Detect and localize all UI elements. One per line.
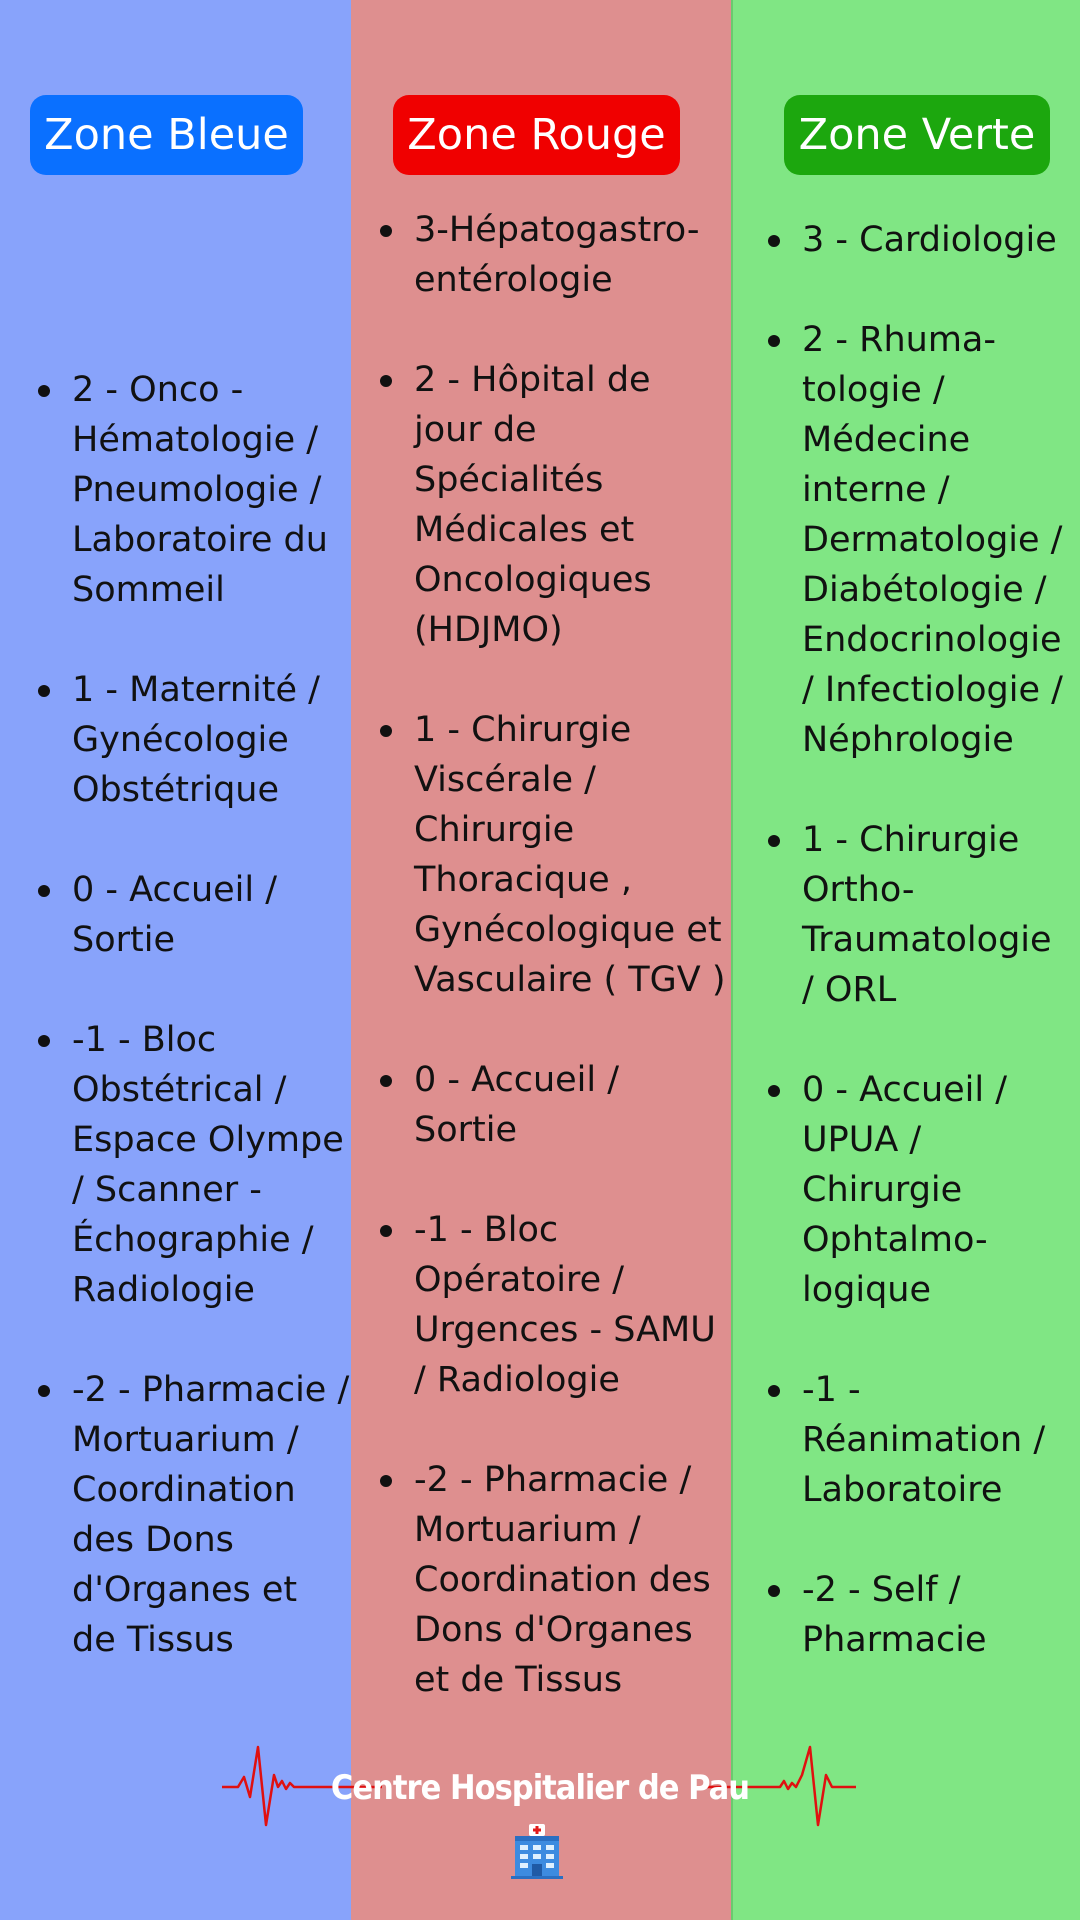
- zone-verte-floor-list: 3 - Cardiologie 2 - Rhuma-tologie / Méde…: [764, 215, 1064, 1715]
- hospital-name: Centre Hospitalier de Pau: [330, 1768, 750, 1808]
- floor-item: 3 - Cardiologie: [764, 215, 1064, 265]
- floor-item: -1 - Réanimation / Laboratoire: [764, 1365, 1064, 1515]
- floor-item: 2 - Rhuma-tologie / Médecine interne / D…: [764, 315, 1064, 765]
- floor-item: -2 - Pharmacie / Mortuarium / Coordinati…: [34, 1365, 350, 1665]
- floor-item: -2 - Pharmacie / Mortuarium / Coordinati…: [376, 1455, 726, 1705]
- floor-item: 1 - Chirurgie Ortho-Traumatologie / ORL: [764, 815, 1064, 1015]
- floor-item: 1 - Chirurgie Viscérale / Chirurgie Thor…: [376, 705, 726, 1005]
- floor-item: 0 - Accueil / UPUA / Chirurgie Ophtalmo-…: [764, 1065, 1064, 1315]
- floor-item: -1 - Bloc Obstétrical / Espace Olympe / …: [34, 1015, 350, 1315]
- zone-bleue-title: Zone Bleue: [30, 95, 303, 175]
- floor-item: 2 - Hôpital de jour de Spécialités Médic…: [376, 355, 726, 655]
- hospital-building-icon: [511, 1824, 563, 1879]
- zone-rouge-floor-list: 3-Hépatogastro-entérologie 2 - Hôpital d…: [376, 205, 726, 1755]
- zone-bleue-column: [0, 0, 351, 1920]
- floor-item: 1 - Maternité / Gynécologie Obstétrique: [34, 665, 350, 815]
- zone-bleue-floor-list: 2 - Onco - Hématologie / Pneumologie / L…: [34, 365, 350, 1715]
- zone-rouge-title: Zone Rouge: [393, 95, 680, 175]
- floor-item: -1 - Bloc Opératoire / Urgences - SAMU /…: [376, 1205, 726, 1405]
- floor-item: 0 - Accueil / Sortie: [34, 865, 350, 965]
- floor-item: 0 - Accueil / Sortie: [376, 1055, 726, 1155]
- floor-item: 3-Hépatogastro-entérologie: [376, 205, 726, 305]
- zone-verte-column: [731, 0, 1080, 1920]
- zone-verte-title: Zone Verte: [784, 95, 1050, 175]
- floor-item: -2 - Self / Pharmacie: [764, 1565, 1064, 1665]
- heartbeat-line-icon: [222, 1745, 856, 1827]
- zone-rouge-column: [351, 0, 731, 1920]
- floor-item: 2 - Onco - Hématologie / Pneumologie / L…: [34, 365, 350, 615]
